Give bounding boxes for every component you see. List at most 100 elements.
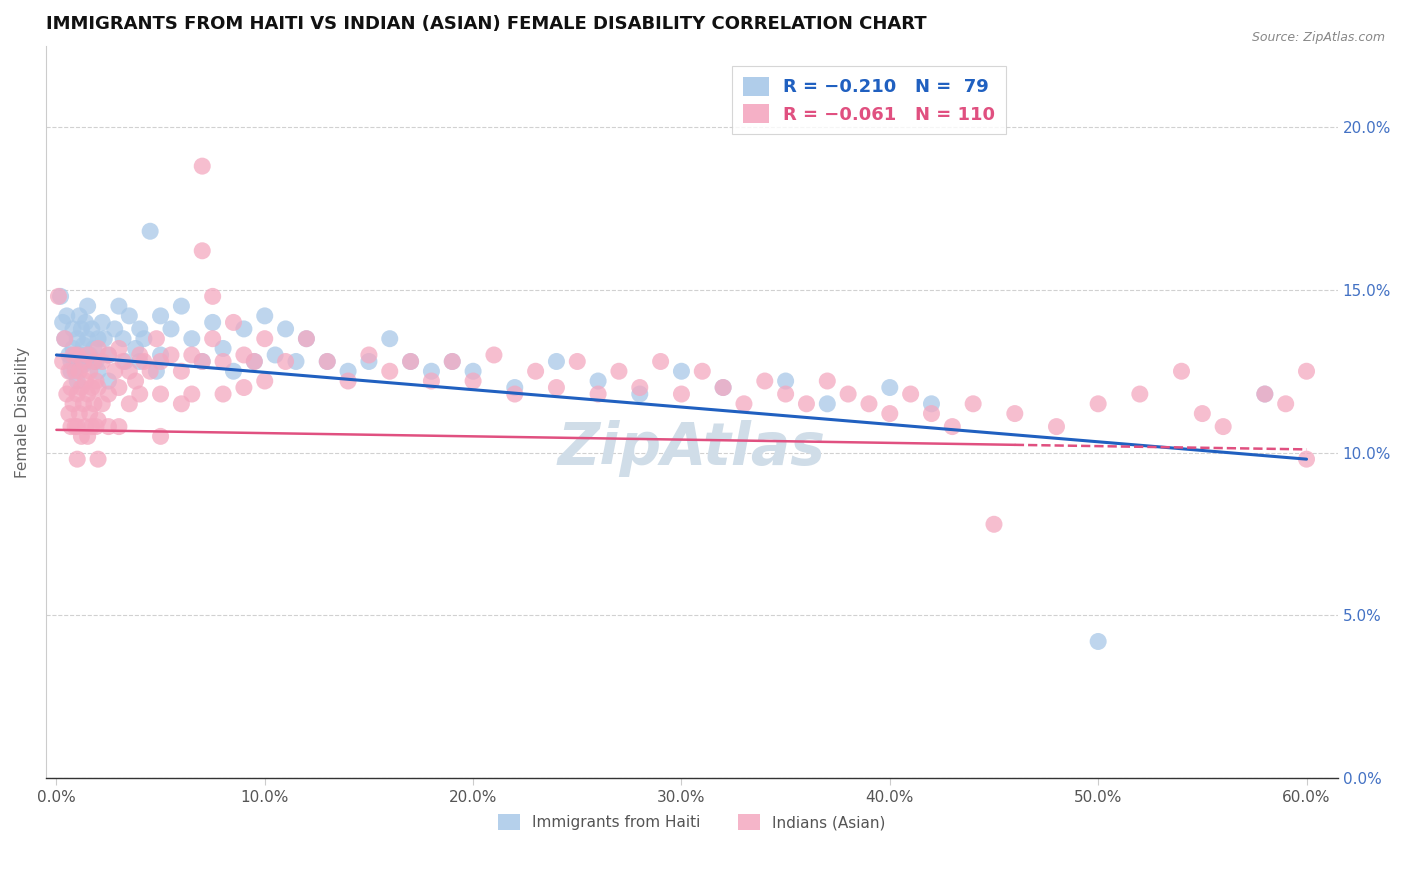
Point xyxy=(180,348,202,362)
Point xyxy=(59,354,82,368)
Point xyxy=(1274,397,1296,411)
Point xyxy=(733,397,755,411)
Point xyxy=(87,413,110,427)
Point xyxy=(837,387,859,401)
Point xyxy=(62,342,84,356)
Point xyxy=(63,361,86,376)
Point xyxy=(1254,387,1277,401)
Point xyxy=(160,348,183,362)
Point xyxy=(1170,364,1192,378)
Point xyxy=(441,354,464,368)
Point xyxy=(170,364,193,378)
Point xyxy=(420,374,443,388)
Point xyxy=(1212,419,1234,434)
Point xyxy=(1045,419,1067,434)
Point xyxy=(84,419,107,434)
Point xyxy=(75,374,97,388)
Point xyxy=(546,354,568,368)
Point xyxy=(1087,397,1109,411)
Point xyxy=(191,354,214,368)
Point xyxy=(66,419,89,434)
Point xyxy=(1254,387,1277,401)
Point xyxy=(503,380,526,394)
Point xyxy=(124,374,146,388)
Point xyxy=(243,354,266,368)
Point xyxy=(920,407,942,421)
Point xyxy=(285,354,308,368)
Point xyxy=(76,332,98,346)
Point xyxy=(232,322,254,336)
Point xyxy=(1129,387,1152,401)
Point xyxy=(128,322,150,336)
Point xyxy=(482,348,505,362)
Point xyxy=(671,387,693,401)
Point xyxy=(76,387,98,401)
Point xyxy=(191,244,214,258)
Point xyxy=(212,387,235,401)
Point xyxy=(53,332,76,346)
Point xyxy=(879,380,901,394)
Point xyxy=(70,429,93,443)
Point xyxy=(295,332,318,346)
Point xyxy=(67,309,90,323)
Point xyxy=(83,354,105,368)
Point xyxy=(104,322,127,336)
Point xyxy=(900,387,922,401)
Point xyxy=(72,354,94,368)
Point xyxy=(49,289,72,303)
Point xyxy=(149,309,172,323)
Point xyxy=(58,364,80,378)
Point xyxy=(983,517,1005,532)
Point xyxy=(75,315,97,329)
Point xyxy=(52,315,75,329)
Point xyxy=(67,407,90,421)
Point xyxy=(79,364,101,378)
Point xyxy=(128,354,150,368)
Point xyxy=(97,348,120,362)
Point xyxy=(76,429,98,443)
Point xyxy=(108,419,131,434)
Point xyxy=(1295,452,1317,467)
Point xyxy=(461,364,484,378)
Point xyxy=(941,419,963,434)
Point xyxy=(201,332,224,346)
Point xyxy=(357,348,380,362)
Point xyxy=(253,309,276,323)
Point xyxy=(399,354,422,368)
Text: IMMIGRANTS FROM HAITI VS INDIAN (ASIAN) FEMALE DISABILITY CORRELATION CHART: IMMIGRANTS FROM HAITI VS INDIAN (ASIAN) … xyxy=(46,15,927,33)
Point xyxy=(128,348,150,362)
Point xyxy=(264,348,287,362)
Point xyxy=(63,348,86,362)
Point xyxy=(170,397,193,411)
Point xyxy=(357,354,380,368)
Point xyxy=(112,332,135,346)
Point xyxy=(222,364,245,378)
Point xyxy=(87,380,110,394)
Point xyxy=(97,348,120,362)
Point xyxy=(63,419,86,434)
Point xyxy=(62,397,84,411)
Point xyxy=(87,364,110,378)
Point xyxy=(754,374,776,388)
Point xyxy=(441,354,464,368)
Point xyxy=(212,342,235,356)
Point xyxy=(461,374,484,388)
Point xyxy=(128,387,150,401)
Point xyxy=(56,387,79,401)
Legend: Immigrants from Haiti, Indians (Asian): Immigrants from Haiti, Indians (Asian) xyxy=(492,808,891,837)
Point xyxy=(243,354,266,368)
Point xyxy=(72,397,94,411)
Point xyxy=(87,342,110,356)
Point xyxy=(671,364,693,378)
Point xyxy=(58,407,80,421)
Point xyxy=(316,354,339,368)
Point xyxy=(91,397,114,411)
Point xyxy=(66,354,89,368)
Point xyxy=(170,299,193,313)
Point xyxy=(337,364,360,378)
Point xyxy=(149,387,172,401)
Point xyxy=(232,380,254,394)
Text: ZipAtlas: ZipAtlas xyxy=(558,420,825,477)
Point xyxy=(149,354,172,368)
Point xyxy=(711,380,734,394)
